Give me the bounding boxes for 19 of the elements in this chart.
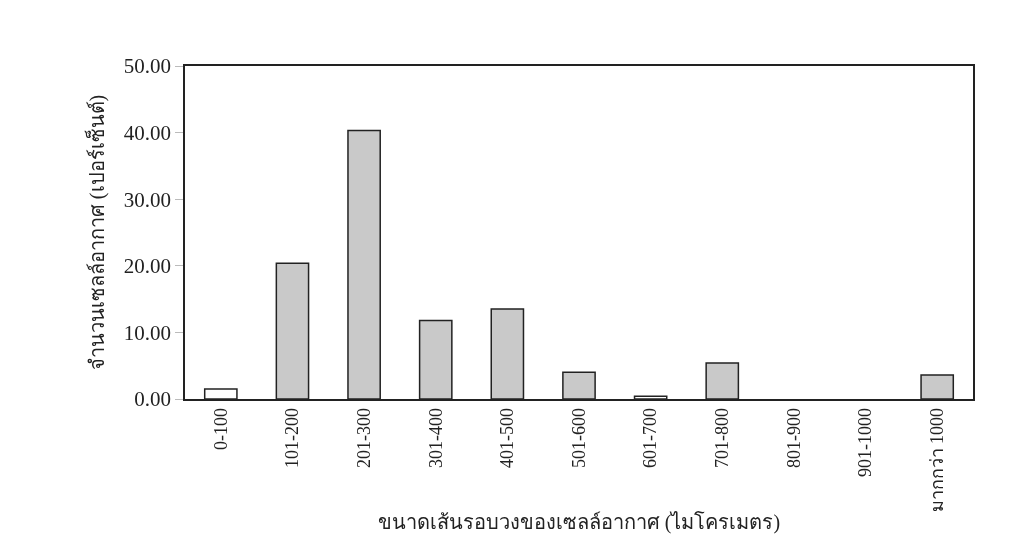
- x-tick-label: 101-200: [282, 407, 303, 468]
- x-tick-label: 601-700: [640, 407, 661, 468]
- x-tick-label: 301-400: [425, 407, 446, 468]
- x-tick-label: 701-800: [712, 407, 733, 468]
- y-axis-title: จำนวนเซลล์อากาศ (เปอร์เซ็นต์): [83, 94, 109, 371]
- x-tick-label: 501-600: [568, 407, 589, 468]
- x-tick-label: 201-300: [353, 407, 374, 468]
- x-tick-label: 801-900: [783, 407, 804, 468]
- y-tick-label: 40.00: [123, 120, 172, 145]
- x-tick-label: 901-1000: [855, 407, 876, 477]
- y-tick-label: 0.00: [134, 387, 172, 412]
- x-axis-title: ขนาดเส้นรอบวงของเซลล์อากาศ (ไมโครเมตร): [377, 511, 781, 535]
- y-tick-label: 10.00: [123, 320, 172, 345]
- y-tick-label: 50.00: [123, 54, 172, 79]
- y-tick-label: 30.00: [123, 187, 172, 212]
- x-tick-label: 401-500: [497, 407, 518, 468]
- y-tick-label: 20.00: [123, 254, 172, 279]
- x-tick-label: 0-100: [210, 407, 231, 450]
- x-tick-label: มากกว่า 1000: [927, 407, 948, 513]
